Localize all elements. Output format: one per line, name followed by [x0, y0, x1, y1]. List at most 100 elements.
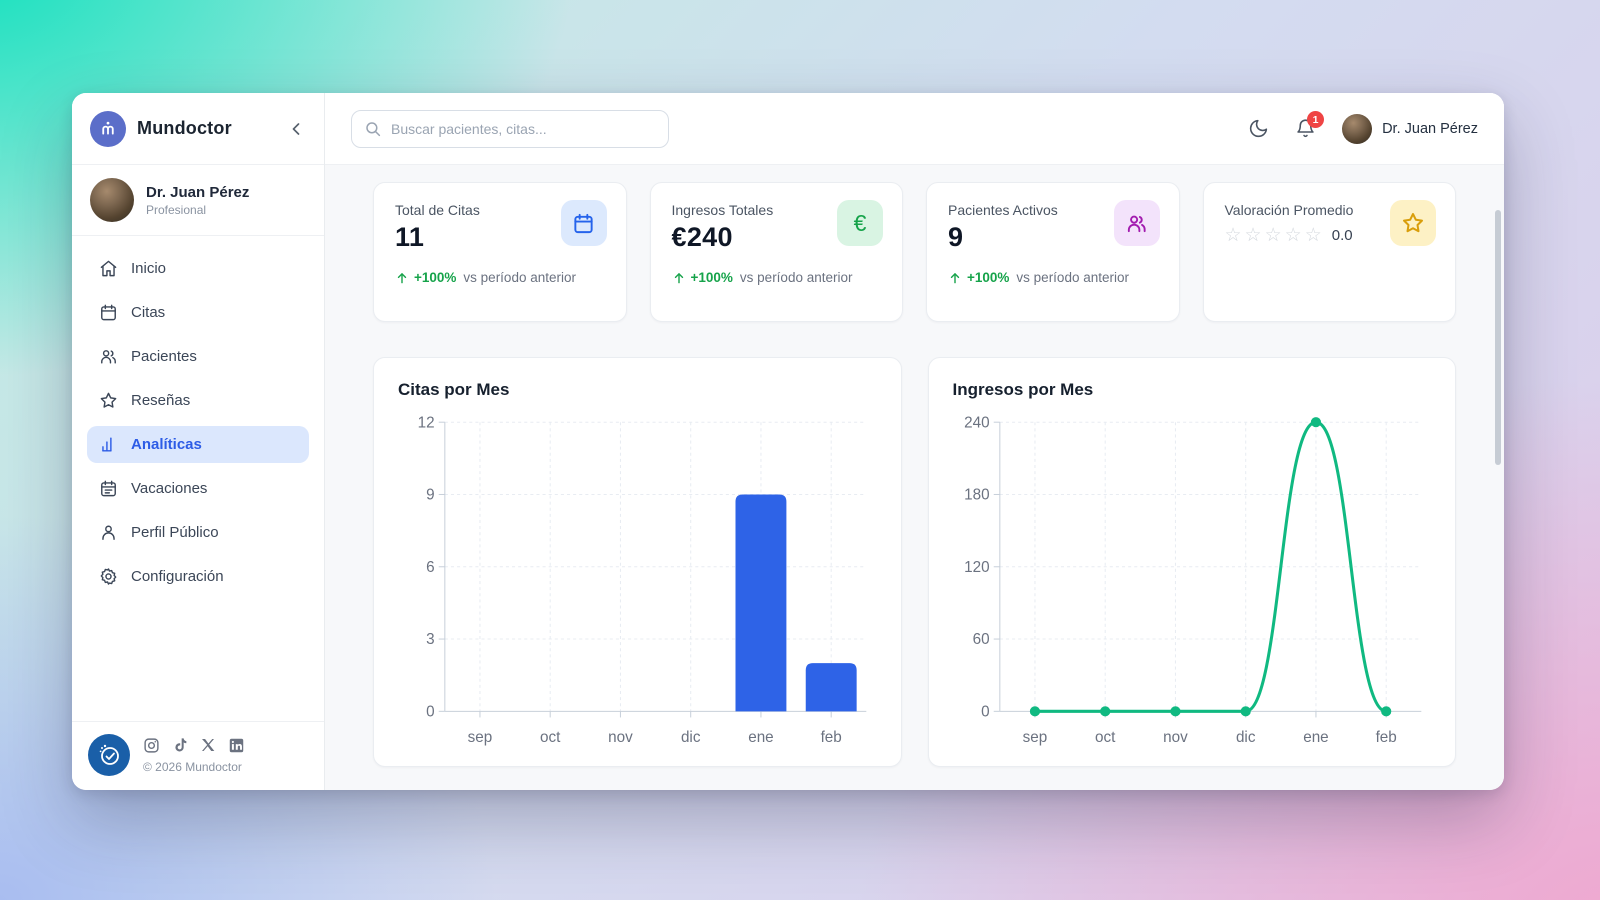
rating-stars: ☆ ☆ ☆ ☆ ☆ 0.0 [1225, 226, 1435, 245]
charts-row: Citas por Mes 0 3 6 9 12 sep oct nov dic ene feb I… [373, 357, 1456, 767]
search-input[interactable] [391, 120, 656, 137]
user-menu[interactable]: Dr. Juan Pérez [1342, 113, 1478, 144]
stat-trend: +100% vs período anterior [395, 270, 605, 285]
line-chart-ingresos-por-mes: 0 60 120 180 240 sep oct nov dic ene feb [964, 414, 1421, 746]
topbar: 1 Dr. Juan Pérez [325, 93, 1504, 165]
avatar [1342, 113, 1373, 144]
notifications-button[interactable]: 1 [1295, 111, 1325, 139]
sidebar-item-label: Configuración [131, 568, 224, 585]
sidebar-collapse-button[interactable] [286, 119, 306, 139]
dark-mode-toggle[interactable] [1248, 118, 1269, 139]
svg-text:nov: nov [608, 729, 633, 746]
stats-row: Total de Citas 11 +100% vs período anter… [373, 182, 1456, 322]
svg-text:60: 60 [972, 631, 989, 648]
sidebar-footer: © 2026 Mundoctor [72, 721, 324, 790]
sidebar-item-label: Reseñas [131, 392, 191, 409]
x-icon[interactable] [200, 737, 216, 753]
user-name: Dr. Juan Pérez [1382, 120, 1478, 137]
svg-text:dic: dic [1235, 729, 1255, 746]
rating-value: 0.0 [1331, 227, 1353, 244]
search-icon [366, 121, 381, 136]
svg-text:dic: dic [681, 729, 701, 746]
svg-text:0: 0 [426, 703, 435, 720]
svg-text:sep: sep [1022, 729, 1047, 746]
sidebar-item-pacientes[interactable]: Pacientes [87, 338, 309, 375]
calendar-lines-icon [99, 479, 118, 498]
bar-chart-icon [99, 435, 118, 454]
gear-icon [99, 567, 118, 586]
star-icon [99, 391, 118, 410]
sidebar-nav: Inicio Citas Pacientes Reseñas Analítica… [72, 236, 324, 609]
stat-card-pacientes-activos: Pacientes Activos 9 +100% vs período ant… [926, 182, 1180, 322]
linkedin-icon[interactable] [228, 737, 245, 754]
chart-title: Citas por Mes [398, 380, 510, 399]
arrow-up-icon [674, 272, 683, 283]
stat-label: Total de Citas [395, 202, 480, 218]
svg-text:feb: feb [821, 729, 842, 746]
sidebar-item-label: Perfil Público [131, 524, 219, 541]
star-outline-icon: ☆ [1224, 225, 1242, 246]
sidebar-item-resenas[interactable]: Reseñas [87, 382, 309, 419]
stat-label: Valoración Promedio [1224, 202, 1354, 218]
svg-text:ene: ene [1303, 729, 1328, 746]
star-outline-icon: ☆ [1304, 225, 1322, 246]
svg-text:3: 3 [426, 631, 435, 648]
svg-text:feb: feb [1375, 729, 1396, 746]
time-check-badge-icon[interactable] [88, 734, 130, 776]
sidebar-item-label: Analíticas [131, 436, 202, 453]
calendar-icon [99, 303, 118, 322]
calendar-icon [560, 200, 607, 246]
stat-label: Ingresos Totales [671, 202, 774, 218]
sidebar-item-label: Citas [131, 304, 166, 321]
svg-text:sep: sep [468, 729, 493, 746]
sidebar-item-citas[interactable]: Citas [87, 294, 309, 331]
svg-text:12: 12 [418, 414, 435, 431]
sidebar-item-vacaciones[interactable]: Vacaciones [87, 470, 309, 507]
copyright-text: © 2026 Mundoctor [143, 759, 242, 774]
profile-role: Profesional [146, 202, 207, 217]
tiktok-icon[interactable] [172, 737, 188, 753]
users-icon [99, 347, 118, 366]
app-window: Mundoctor Dr. Juan Pérez Profesional Ini… [72, 93, 1504, 790]
users-icon [1113, 200, 1160, 246]
sidebar-profile[interactable]: Dr. Juan Pérez Profesional [72, 165, 324, 236]
stat-value: €240 [671, 222, 733, 252]
vertical-scrollbar[interactable] [1495, 210, 1501, 465]
star-outline-icon: ☆ [1264, 225, 1282, 246]
instagram-icon[interactable] [143, 737, 160, 754]
svg-text:oct: oct [540, 729, 561, 746]
svg-text:oct: oct [1095, 729, 1116, 746]
search-box [351, 109, 669, 148]
arrow-up-icon [950, 272, 960, 283]
stat-value: 11 [395, 222, 425, 252]
stat-trend: +100% vs período anterior [948, 270, 1158, 285]
sidebar: Mundoctor Dr. Juan Pérez Profesional Ini… [72, 93, 325, 790]
moon-icon [1249, 119, 1268, 138]
sidebar-item-perfil-publico[interactable]: Perfil Público [87, 514, 309, 551]
svg-text:nov: nov [1163, 729, 1188, 746]
star-outline-icon: ☆ [1244, 225, 1262, 246]
svg-text:0: 0 [981, 703, 990, 720]
sidebar-item-configuracion[interactable]: Configuración [87, 558, 309, 595]
bar-chart-citas-por-mes: 0 3 6 9 12 sep oct nov dic ene feb [418, 414, 867, 746]
stat-card-valoracion-promedio: Valoración Promedio ☆ ☆ ☆ ☆ ☆ 0.0 [1202, 182, 1456, 322]
dashboard-content: Total de Citas 11 +100% vs período anter… [325, 165, 1504, 790]
sidebar-item-analiticas[interactable]: Analíticas [87, 426, 309, 463]
home-icon [99, 259, 118, 278]
svg-text:9: 9 [426, 487, 435, 504]
stat-value: 9 [948, 222, 964, 252]
svg-text:240: 240 [964, 414, 989, 431]
stat-trend: +100% vs período anterior [672, 270, 882, 285]
chart-card-citas-por-mes: Citas por Mes 0 3 6 9 12 sep oct nov dic ene feb [373, 357, 902, 767]
social-links [143, 737, 245, 754]
user-icon [99, 523, 118, 542]
arrow-up-icon [397, 272, 407, 283]
stat-card-total-citas: Total de Citas 11 +100% vs período anter… [373, 182, 627, 322]
svg-text:120: 120 [964, 559, 989, 576]
star-icon [1390, 200, 1436, 246]
sidebar-item-inicio[interactable]: Inicio [87, 250, 309, 287]
stat-card-ingresos-totales: Ingresos Totales €240 € +100% vs período… [649, 182, 903, 322]
notification-badge: 1 [1307, 111, 1325, 128]
brand-name: Mundoctor [137, 118, 232, 138]
chevron-left-icon [292, 122, 300, 135]
